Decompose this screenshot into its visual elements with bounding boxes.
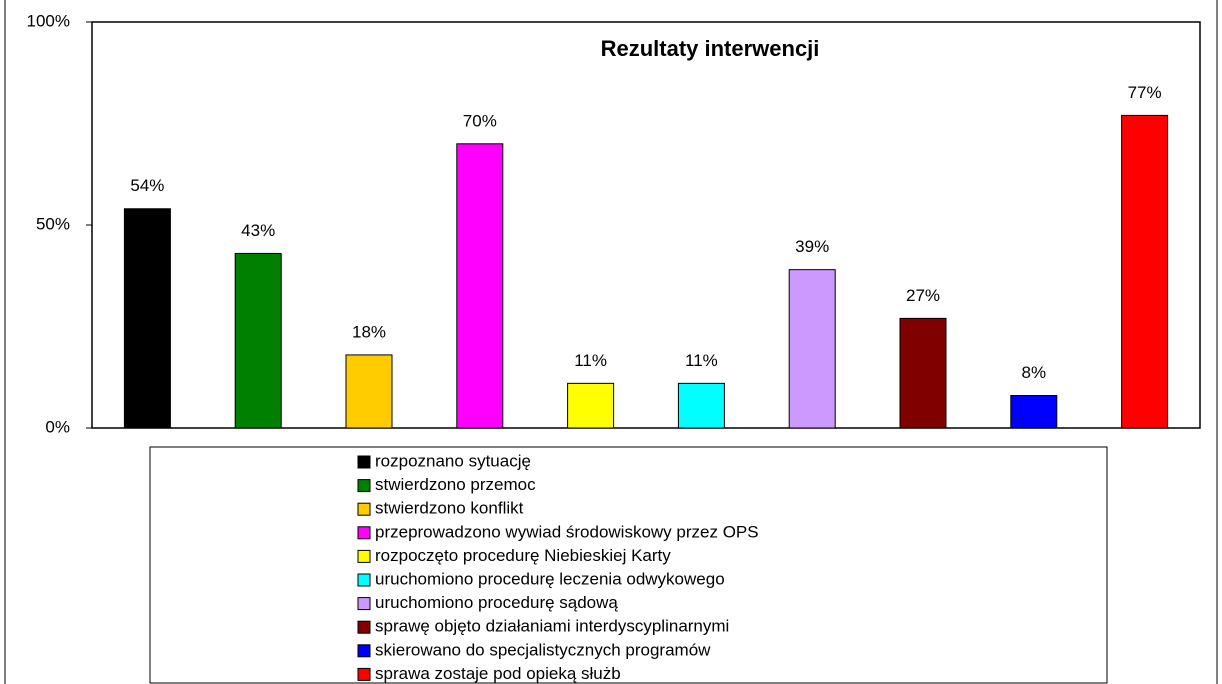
legend-swatch bbox=[357, 502, 371, 516]
legend-swatch bbox=[357, 549, 371, 563]
y-tick-label: 100% bbox=[27, 11, 70, 30]
legend-swatch bbox=[357, 455, 371, 469]
legend-swatch bbox=[357, 597, 371, 611]
legend-label: sprawa zostaje pod opieką służb bbox=[375, 664, 621, 683]
data-label: 11% bbox=[574, 351, 607, 370]
legend-label: przeprowadzono wywiad środowiskowy przez… bbox=[375, 522, 759, 541]
data-label: 18% bbox=[352, 322, 386, 341]
legend-swatch bbox=[357, 479, 371, 493]
legend-label: uruchomiono procedurę leczenia odwykoweg… bbox=[375, 569, 725, 588]
data-label: 77% bbox=[1128, 83, 1162, 102]
bar bbox=[456, 143, 504, 429]
legend-label: rozpoznano sytuację bbox=[375, 451, 531, 470]
bar bbox=[677, 382, 725, 429]
legend-box bbox=[149, 446, 1108, 684]
legend-swatch bbox=[357, 573, 371, 587]
bar bbox=[1010, 395, 1058, 429]
bar bbox=[567, 382, 615, 429]
y-tick-label: 0% bbox=[45, 417, 70, 436]
bar bbox=[123, 208, 171, 429]
legend-label: stwierdzono przemoc bbox=[375, 475, 536, 494]
legend-swatch bbox=[357, 526, 371, 540]
legend-label: uruchomiono procedurę sądową bbox=[375, 593, 618, 612]
legend-swatch bbox=[357, 620, 371, 634]
legend-label: rozpoczęto procedurę Niebieskiej Karty bbox=[375, 546, 671, 565]
bar bbox=[899, 317, 947, 429]
data-label: 27% bbox=[906, 286, 940, 305]
data-label: 8% bbox=[1022, 363, 1047, 382]
data-label: 54% bbox=[130, 176, 164, 195]
data-label: 11% bbox=[685, 351, 718, 370]
legend-label: skierowano do specjalistycznych programó… bbox=[375, 640, 711, 659]
y-tick-label: 50% bbox=[36, 214, 70, 233]
legend-label: sprawę objęto działaniami interdyscyplin… bbox=[375, 617, 729, 636]
bar bbox=[1121, 114, 1169, 429]
legend-label: stwierdzono konflikt bbox=[375, 499, 524, 518]
data-label: 39% bbox=[795, 237, 829, 256]
legend-swatch bbox=[357, 644, 371, 658]
data-label: 43% bbox=[241, 221, 275, 240]
data-label: 70% bbox=[463, 111, 497, 130]
bar bbox=[788, 269, 836, 429]
legend-swatch bbox=[357, 667, 371, 681]
chart-title: Rezultaty interwencji bbox=[601, 36, 820, 61]
bar bbox=[345, 354, 393, 429]
bar bbox=[234, 252, 282, 429]
